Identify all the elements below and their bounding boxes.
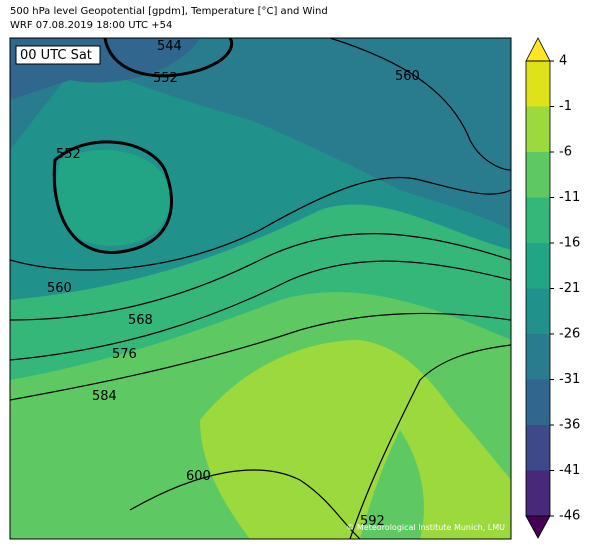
- contour-label: 568: [128, 313, 153, 328]
- colorbar-tick-label: -1: [559, 99, 572, 114]
- contour-label: 600: [186, 469, 211, 484]
- contour-label: 552: [153, 71, 178, 86]
- colorbar-band: [526, 106, 550, 153]
- colorbar-band: [526, 61, 550, 107]
- credit: © Meteorological Institute Munich, LMU: [346, 523, 505, 532]
- colorbar-tick-label: -31: [559, 372, 580, 387]
- title-line: WRF 07.08.2019 18:00 UTC +54: [10, 20, 172, 31]
- colorbar-band: [526, 152, 550, 198]
- title-line: 500 hPa level Geopotential [gpdm], Tempe…: [10, 6, 328, 17]
- contour-label: 552: [56, 147, 81, 162]
- colorbar: 4 -1 -6 -11 -16 -21 -26 -31 -36 -41 -46: [525, 37, 580, 539]
- contour-label: 544: [157, 39, 182, 54]
- colorbar-tick-label: -6: [559, 145, 572, 160]
- map-area: 544 552 552 560 560 568 576 584 600 592 …: [10, 38, 511, 539]
- colorbar-band: [526, 425, 550, 471]
- colorbar-tick-label: -26: [559, 327, 580, 342]
- contour-label: 584: [92, 389, 117, 404]
- colorbar-extend: [525, 515, 551, 539]
- colorbar-band: [526, 243, 550, 289]
- contour-label: 560: [395, 69, 420, 84]
- colorbar-extend: [525, 37, 551, 62]
- colorbar-tick-label: -21: [559, 281, 580, 296]
- colorbar-tick-label: -16: [559, 236, 580, 251]
- colorbar-tick-label: -46: [559, 509, 580, 524]
- colorbar-band: [526, 379, 550, 426]
- contours: [10, 38, 511, 539]
- contour-label: 560: [47, 281, 72, 296]
- map-frame: [9, 37, 512, 540]
- colorbar-band: [526, 197, 550, 244]
- time-badge: 00 UTC Sat: [20, 48, 92, 63]
- colorbar-band: [526, 288, 550, 335]
- contour-label: 592: [360, 514, 385, 529]
- badge-box: [15, 45, 101, 65]
- colorbar-tick-label: -36: [559, 418, 580, 433]
- colorbar-band: [526, 334, 550, 380]
- colorbar-band: [526, 470, 550, 517]
- colorbar-tick-label: -11: [559, 190, 580, 205]
- colorbar-tick-label: 4: [559, 54, 567, 69]
- contour-label: 576: [112, 347, 137, 362]
- colorbar-tick-label: -41: [559, 463, 580, 478]
